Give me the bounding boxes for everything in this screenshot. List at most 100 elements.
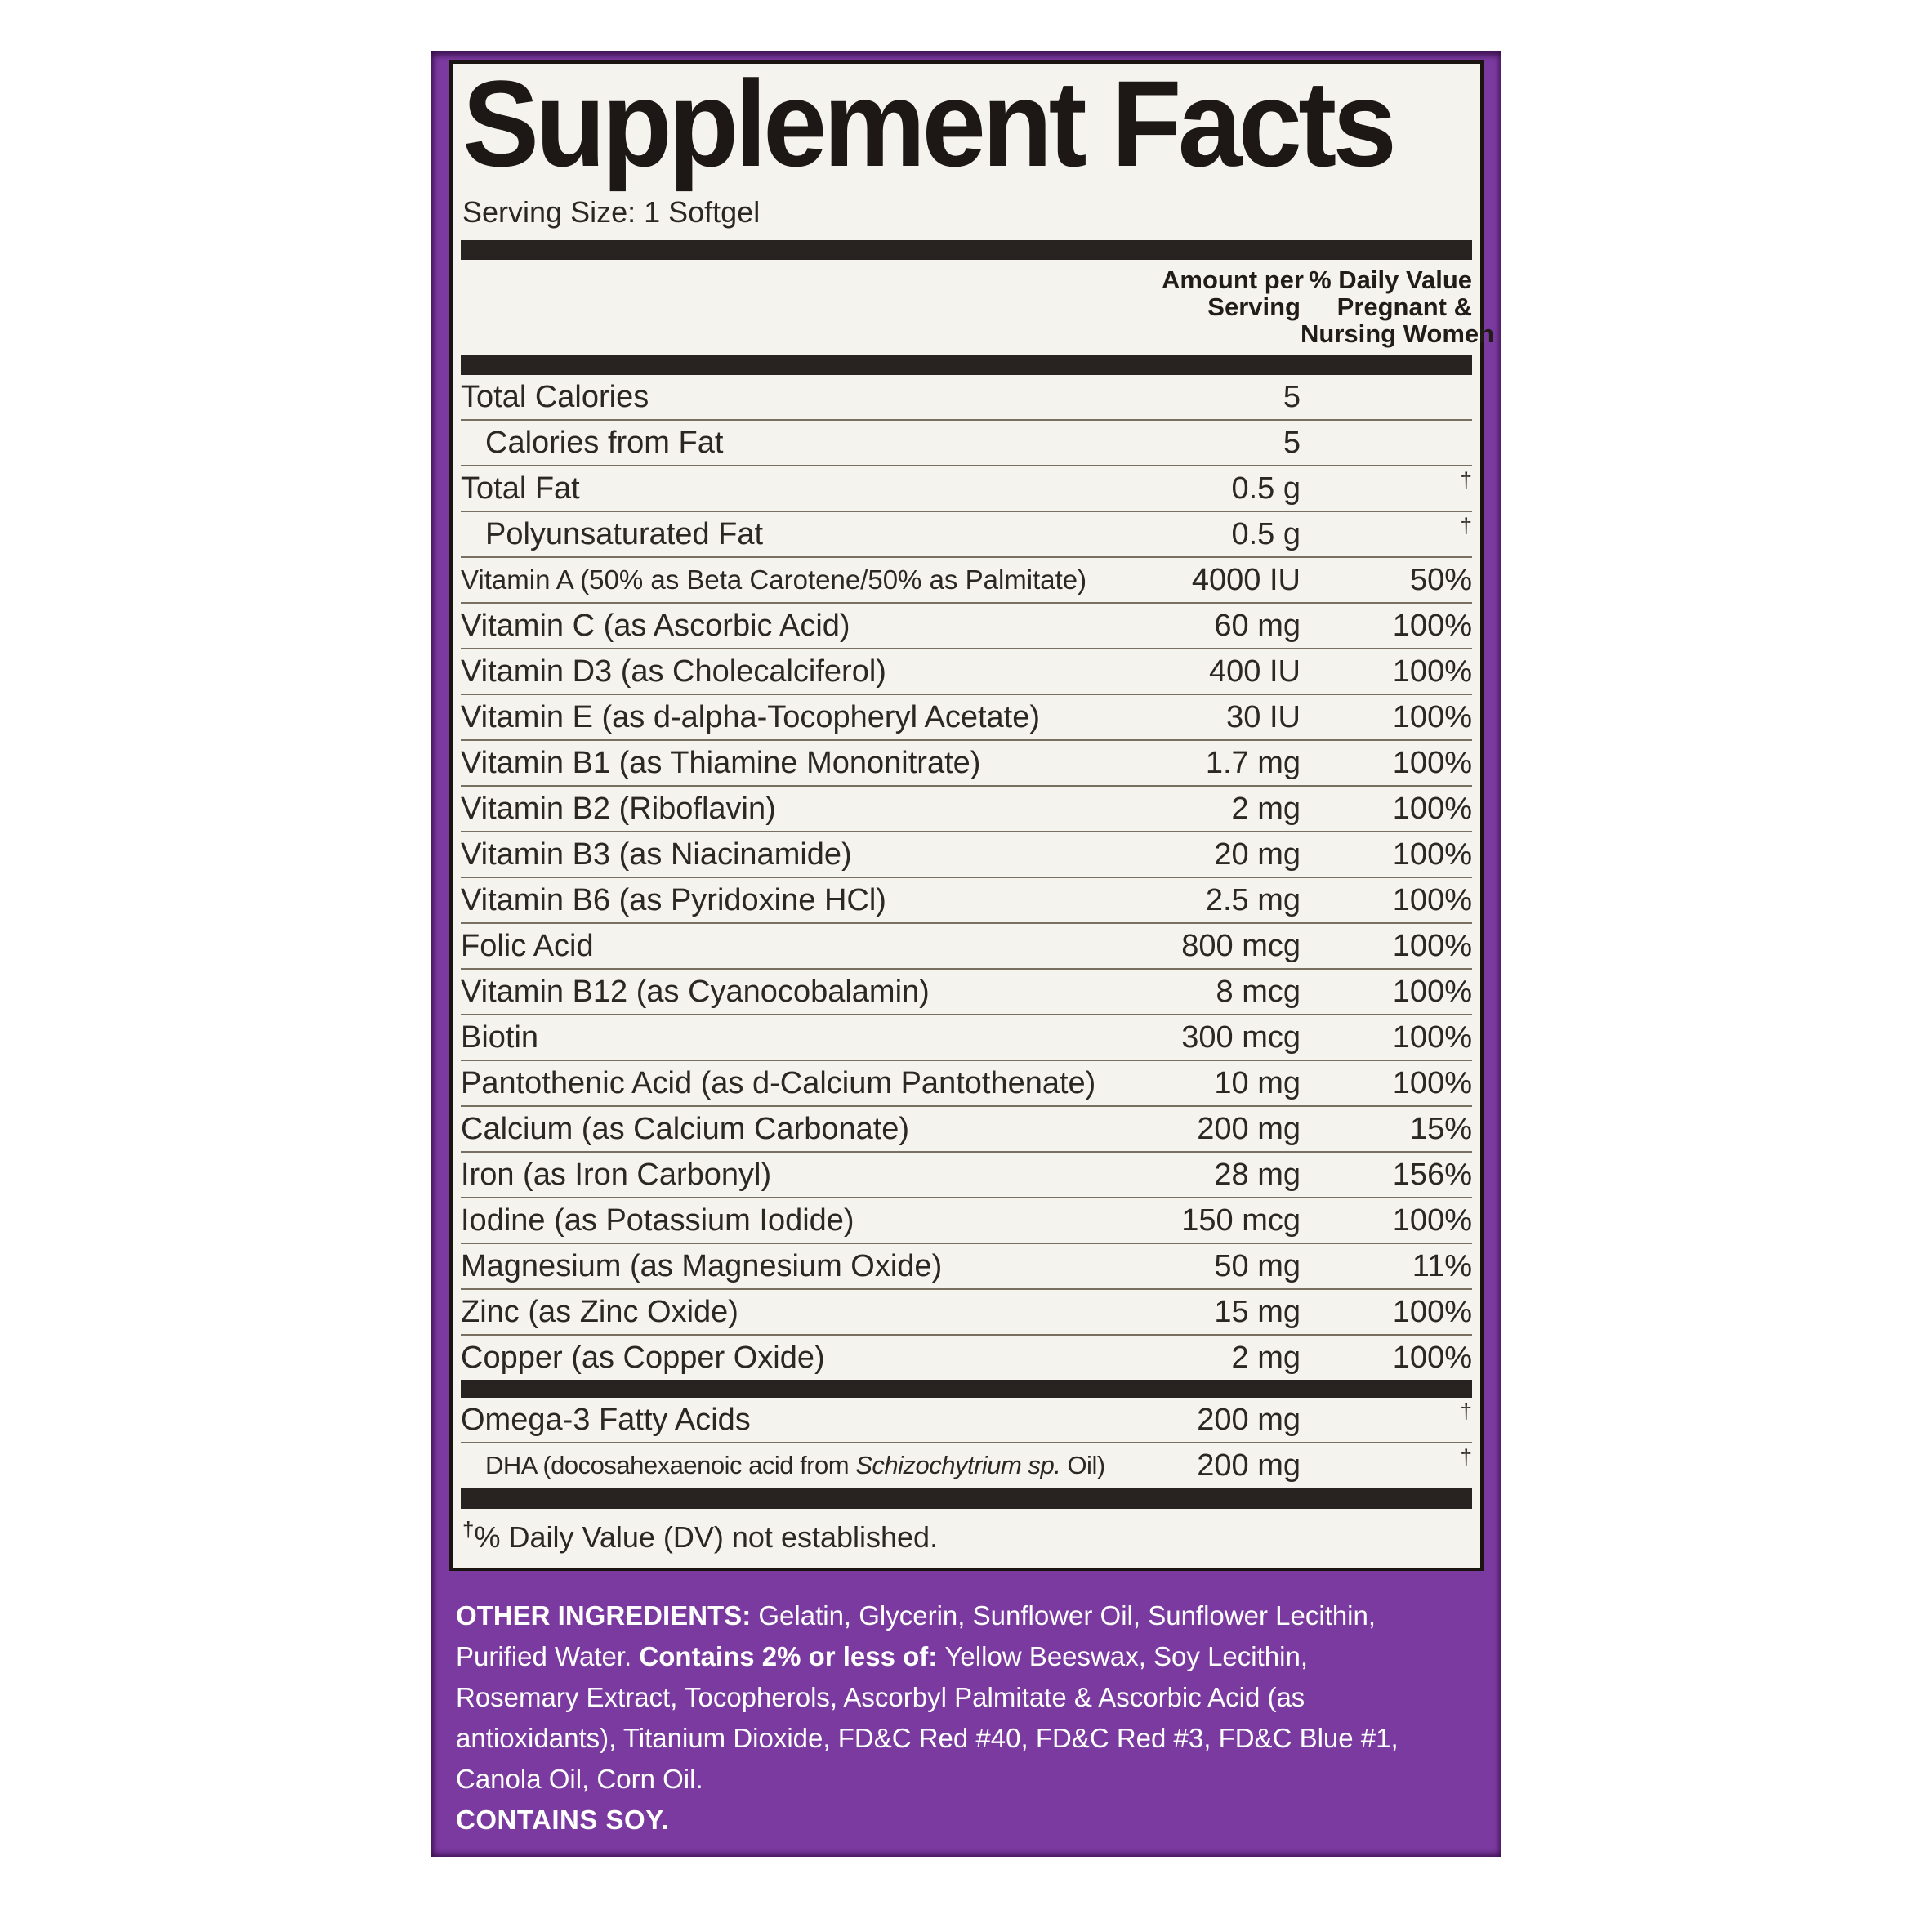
table-row: Vitamin E (as d-alpha-Tocopheryl Acetate… [461,695,1472,741]
row-nutrient-name: Vitamin E (as d-alpha-Tocopheryl Acetate… [461,699,1040,734]
ingredients-heading-text: Contains 2% or less of: [639,1641,945,1671]
table-row: Calcium (as Calcium Carbonate) 200 mg 15% [461,1107,1472,1153]
table-row: Zinc (as Zinc Oxide) 15 mg 100% [461,1290,1472,1336]
row-daily-value: 100% [1392,928,1472,963]
row-nutrient-name: Copper (as Copper Oxide) [461,1340,825,1375]
row-nutrient-name: DHA (docosahexaenoic acid from Schizochy… [485,1451,1105,1479]
other-ingredients-paragraph: OTHER INGREDIENTS: Gelatin, Glycerin, Su… [456,1595,1431,1800]
row-nutrient-name: Calories from Fat [485,425,724,460]
row-nutrient-name: Total Calories [461,379,649,414]
table-row: Vitamin B12 (as Cyanocobalamin) 8 mcg 100% [461,970,1472,1015]
thick-divider-before-omega [461,1380,1472,1398]
row-nutrient-name: Iron (as Iron Carbonyl) [461,1157,772,1192]
row-daily-value: 100% [1392,974,1472,1009]
thick-divider-under-headers [461,355,1472,375]
row-daily-value: 100% [1392,882,1472,917]
row-amount: 200 mg [1197,1448,1301,1483]
row-daily-value: 100% [1392,1294,1472,1329]
row-nutrient-name: Omega-3 Fatty Acids [461,1402,751,1437]
column-header-daily-value: % Daily Value Pregnant & Nursing Women [1301,265,1495,348]
contains-soy-statement: CONTAINS SOY. [456,1805,669,1835]
row-nutrient-name: Vitamin A (50% as Beta Carotene/50% as P… [461,564,1087,595]
row-nutrient-name: Iodine (as Potassium Iodide) [461,1202,854,1238]
table-row: Vitamin A (50% as Beta Carotene/50% as P… [461,558,1472,604]
row-amount: 400 IU [1209,654,1301,689]
row-amount: 300 mcg [1181,1020,1301,1055]
row-amount: 15 mg [1214,1294,1301,1329]
row-amount: 200 mg [1197,1402,1301,1437]
thick-divider-top [461,240,1472,260]
table-row: Copper (as Copper Oxide) 2 mg 100% [461,1336,1472,1380]
ingredients-list-text: Yellow Beeswax, Soy Lecithin, Rosemary E… [456,1641,1399,1794]
row-nutrient-name: Vitamin B2 (Riboflavin) [461,791,776,826]
omega-rows: Omega-3 Fatty Acids 200 mg † DHA (docosahex… [461,1398,1472,1488]
row-nutrient-name: Biotin [461,1020,539,1055]
row-amount: 0.5 g [1231,471,1301,506]
row-nutrient-name: Pantothenic Acid (as d-Calcium Pantothen… [461,1065,1096,1100]
table-row: DHA (docosahexaenoic acid from Schizochy… [461,1443,1472,1488]
row-amount: 2 mg [1231,791,1301,826]
row-daily-value: 100% [1392,791,1472,826]
row-daily-value: 100% [1392,1340,1472,1375]
row-daily-value: 100% [1392,837,1472,872]
row-amount: 50 mg [1214,1248,1301,1283]
row-nutrient-name: Magnesium (as Magnesium Oxide) [461,1248,943,1283]
table-row: Total Fat 0.5 g † [461,466,1472,512]
row-amount: 5 [1283,425,1301,460]
table-row: Pantothenic Acid (as d-Calcium Pantothen… [461,1061,1472,1107]
row-amount: 800 mcg [1181,928,1301,963]
column-header-amount: Amount per Serving [1162,265,1304,321]
supplement-facts-panel: Supplement Facts Serving Size: 1 Softgel… [449,55,1495,1571]
table-row: Vitamin C (as Ascorbic Acid) 60 mg 100% [461,604,1472,649]
row-daily-value: 11% [1412,1248,1472,1283]
row-nutrient-name: Vitamin B1 (as Thiamine Mononitrate) [461,745,981,780]
row-amount: 20 mg [1214,837,1301,872]
row-daily-value: † [1460,466,1472,492]
row-daily-value: † [1460,1398,1472,1423]
table-row: Vitamin B2 (Riboflavin) 2 mg 100% [461,787,1472,832]
row-nutrient-name: Total Fat [461,471,580,506]
row-daily-value: 100% [1392,1020,1472,1055]
row-daily-value: 100% [1392,1065,1472,1100]
row-amount: 60 mg [1214,608,1301,643]
row-daily-value: 100% [1392,745,1472,780]
row-amount: 1.7 mg [1205,745,1301,780]
row-daily-value: 50% [1409,562,1472,597]
thick-divider-bottom [461,1488,1472,1509]
row-daily-value: 156% [1392,1157,1472,1192]
row-amount: 4000 IU [1191,562,1301,597]
row-nutrient-name: Vitamin B3 (as Niacinamide) [461,837,852,872]
table-row: Biotin 300 mcg 100% [461,1015,1472,1061]
table-row: Iron (as Iron Carbonyl) 28 mg 156% [461,1153,1472,1198]
table-row: Vitamin D3 (as Cholecalciferol) 400 IU 100… [461,649,1472,695]
column-header-row: Amount per Serving % Daily Value Pregnant … [461,260,1495,355]
row-amount: 2 mg [1231,1340,1301,1375]
row-amount: 5 [1283,379,1301,414]
row-daily-value: † [1460,1443,1472,1469]
table-row: Omega-3 Fatty Acids 200 mg † [461,1398,1472,1443]
row-nutrient-name: Polyunsaturated Fat [485,516,764,551]
table-row: Polyunsaturated Fat 0.5 g † [461,512,1472,558]
table-row: Total Calories 5 [461,375,1472,421]
daily-value-footnote: †% Daily Value (DV) not established. [462,1517,939,1554]
ingredients-heading-text: OTHER INGREDIENTS: [456,1600,759,1631]
purple-label-background: Supplement Facts Serving Size: 1 Softgel… [431,51,1501,1857]
row-nutrient-name: Calcium (as Calcium Carbonate) [461,1111,910,1146]
row-daily-value: 15% [1409,1111,1472,1146]
row-amount: 8 mcg [1216,974,1301,1009]
table-row: Calories from Fat 5 [461,421,1472,466]
row-amount: 2.5 mg [1205,882,1301,917]
row-daily-value: 100% [1392,699,1472,734]
row-daily-value: 100% [1392,1202,1472,1238]
serving-size: Serving Size: 1 Softgel [462,195,761,229]
table-row: Magnesium (as Magnesium Oxide) 50 mg 11% [461,1244,1472,1290]
row-amount: 30 IU [1226,699,1301,734]
table-row: Folic Acid 800 mcg 100% [461,924,1472,970]
row-nutrient-name: Vitamin C (as Ascorbic Acid) [461,608,850,643]
row-nutrient-name: Vitamin B6 (as Pyridoxine HCl) [461,882,886,917]
row-daily-value: 100% [1392,654,1472,689]
row-nutrient-name: Folic Acid [461,928,594,963]
row-amount: 0.5 g [1231,516,1301,551]
panel-title: Supplement Facts [462,55,1397,192]
row-nutrient-name: Vitamin B12 (as Cyanocobalamin) [461,974,930,1009]
